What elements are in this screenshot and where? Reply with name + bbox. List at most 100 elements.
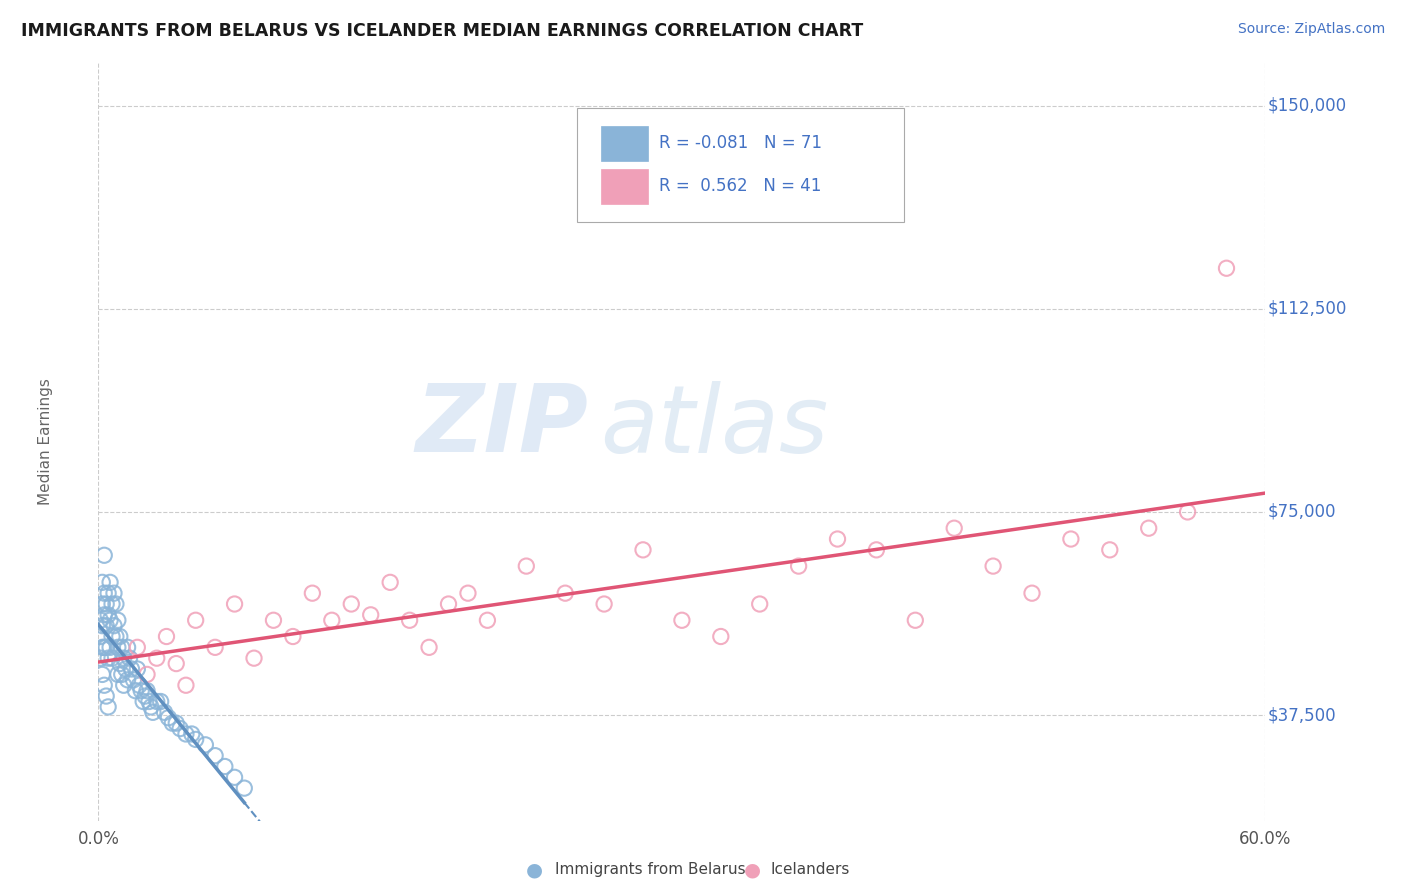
Point [93, 586, 115, 600]
Point [96, 618, 118, 632]
Point [165, 716, 187, 731]
Point [108, 630, 131, 644]
Point [138, 694, 160, 708]
Point [146, 694, 169, 708]
Point [398, 613, 420, 627]
Text: ●: ● [526, 860, 543, 880]
FancyBboxPatch shape [602, 126, 648, 161]
Point [128, 678, 150, 692]
Text: Immigrants from Belarus: Immigrants from Belarus [555, 863, 747, 877]
Point [184, 613, 207, 627]
Point [360, 607, 382, 622]
Point [139, 699, 162, 714]
Point [96, 640, 118, 655]
Point [380, 575, 402, 590]
Point [114, 662, 136, 676]
Point [89, 613, 111, 627]
Point [904, 613, 927, 627]
Point [93, 548, 115, 563]
Point [107, 613, 129, 627]
Point [1137, 521, 1160, 535]
Point [107, 667, 129, 681]
Point [101, 651, 124, 665]
Point [827, 532, 849, 546]
Point [101, 630, 124, 644]
Point [1060, 532, 1083, 546]
Point [91, 575, 114, 590]
Point [104, 597, 127, 611]
Point [104, 630, 127, 644]
Point [98, 575, 121, 590]
Point [1021, 586, 1043, 600]
Text: Median Earnings: Median Earnings [38, 378, 53, 505]
Point [91, 597, 114, 611]
Point [204, 640, 226, 655]
Point [103, 618, 125, 632]
FancyBboxPatch shape [576, 108, 904, 221]
Point [134, 689, 156, 703]
Point [165, 657, 187, 671]
Point [107, 640, 129, 655]
Point [710, 630, 733, 644]
Point [748, 597, 770, 611]
Point [97, 586, 120, 600]
Point [121, 662, 143, 676]
Point [593, 597, 616, 611]
Point [149, 694, 172, 708]
Point [98, 613, 121, 627]
Point [101, 597, 124, 611]
Point [91, 618, 114, 632]
Point [281, 630, 304, 644]
Text: $75,000: $75,000 [1268, 503, 1336, 521]
Point [97, 651, 120, 665]
Point [97, 699, 120, 714]
Point [96, 689, 118, 703]
Point [194, 738, 217, 752]
Point [93, 607, 115, 622]
Point [153, 706, 176, 720]
Point [155, 630, 177, 644]
Point [118, 651, 141, 665]
Point [162, 716, 184, 731]
Point [340, 597, 363, 611]
Point [111, 667, 134, 681]
Point [204, 748, 226, 763]
Point [97, 607, 120, 622]
Point [127, 662, 149, 676]
Text: $112,500: $112,500 [1268, 300, 1347, 318]
Point [122, 673, 145, 687]
Text: R = -0.081   N = 71: R = -0.081 N = 71 [658, 134, 821, 153]
Point [457, 586, 479, 600]
Point [321, 613, 343, 627]
Point [146, 651, 169, 665]
Text: Icelanders: Icelanders [770, 863, 849, 877]
Point [418, 640, 440, 655]
Point [169, 722, 191, 736]
Point [477, 613, 499, 627]
Point [301, 586, 323, 600]
Point [136, 683, 159, 698]
Point [174, 727, 197, 741]
Text: ●: ● [744, 860, 761, 880]
Point [89, 630, 111, 644]
Point [180, 727, 202, 741]
Point [184, 732, 207, 747]
Point [865, 542, 887, 557]
Point [124, 683, 146, 698]
Point [132, 694, 155, 708]
Point [224, 770, 246, 784]
Point [262, 613, 284, 627]
Point [136, 667, 159, 681]
Point [98, 640, 121, 655]
Point [671, 613, 693, 627]
Point [943, 521, 966, 535]
Point [243, 651, 266, 665]
Text: atlas: atlas [600, 381, 828, 472]
Point [787, 559, 810, 574]
Point [96, 597, 118, 611]
Text: ZIP: ZIP [416, 380, 589, 473]
Text: IMMIGRANTS FROM BELARUS VS ICELANDER MEDIAN EARNINGS CORRELATION CHART: IMMIGRANTS FROM BELARUS VS ICELANDER MED… [21, 22, 863, 40]
Point [117, 673, 139, 687]
Point [93, 640, 115, 655]
Text: Source: ZipAtlas.com: Source: ZipAtlas.com [1237, 22, 1385, 37]
